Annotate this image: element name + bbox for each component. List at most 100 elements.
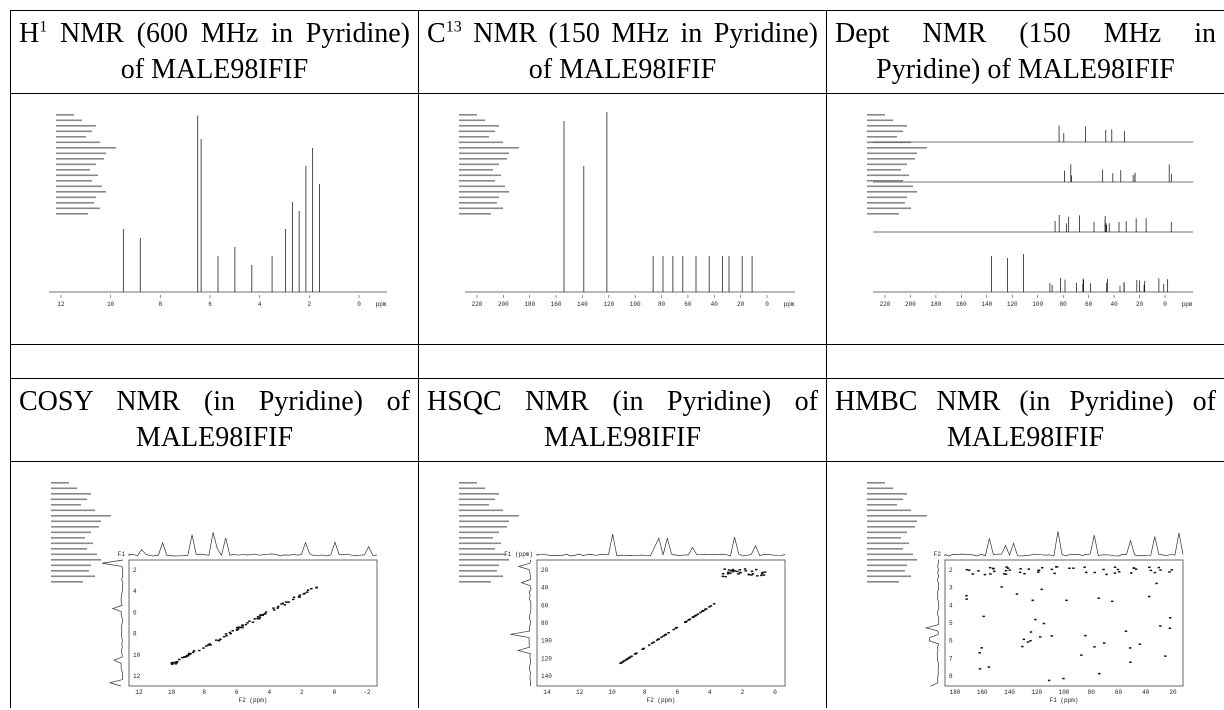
cross-peak [723,568,726,570]
cross-peak [1159,569,1162,571]
cross-peak [727,571,730,574]
header-text-line [459,520,509,523]
x-tick-label: 140 [1004,689,1015,696]
cross-peak [978,668,982,670]
cross-peak [1038,636,1042,638]
x-tick-label: 80 [658,301,666,308]
x-tick-label: 4 [267,689,271,696]
header-cell: COSY NMR (in Pyridine) of MALE98IFIF [10,378,419,462]
cross-peak [1093,646,1096,648]
x-tick-label: -2 [363,689,371,696]
header-text-line [867,515,927,517]
cross-peak [1155,582,1158,585]
cross-peak [1124,630,1128,632]
cross-peak [1098,672,1101,675]
cross-peak [672,628,675,631]
x-tick-label: 2 [300,689,304,696]
x-tick-label: 6 [208,301,212,308]
x-tick-label: 0 [773,689,777,696]
header-text-line [459,191,509,193]
image-cell: 220 200 180 160 140 120 100 80 60 40 20 0 ppm [418,93,827,345]
projection-top [128,532,378,557]
cross-peak [1005,566,1008,568]
cross-peak [184,655,188,658]
cross-peak [1168,571,1171,573]
cross-peak [235,626,239,629]
cross-peak [174,663,178,665]
cross-peak [1072,567,1075,569]
header-text-line [56,158,104,160]
spectrum: 12 10 8 6 4 2 0 -2 F2 (ppm) 2 4 6 8 10 12 F1 [51,482,378,704]
x-tick-label: 80 [1060,301,1068,308]
x-unit: ppm [376,301,387,308]
x-tick-label: 100 [1032,301,1043,308]
cross-peak [660,636,663,639]
cross-peak [238,626,241,628]
cross-peak [272,607,275,609]
x-tick-label: 180 [950,689,961,696]
x-unit: F1 (ppm) [1050,697,1079,704]
cross-peak [1128,647,1132,649]
y-tick-label: 4 [949,602,953,609]
x-tick-label: 220 [880,301,891,308]
cross-peak [647,644,651,646]
cross-peak [1029,639,1032,642]
header-text-line [56,119,82,122]
cross-peak [1170,569,1174,571]
y-unit: F2 [934,551,942,558]
cross-peak [280,603,283,605]
cross-peak [977,570,980,572]
cross-peak [1055,566,1059,568]
cross-peak [623,660,626,662]
header-text-line [459,526,507,528]
x-tick-label: 160 [956,301,967,308]
y-tick-label: 140 [541,673,552,680]
cross-peak [175,661,178,664]
header-text-line [867,493,907,495]
plot-frame [536,559,786,687]
cross-peak [738,568,742,571]
header-text-line [459,498,495,501]
header-text-line [459,136,489,138]
cross-peak [251,621,255,623]
cross-peak [1153,571,1157,574]
y-tick-label: 6 [133,609,137,616]
cross-peak [187,652,191,655]
empty-cell [826,344,1224,379]
x-tick-label: 80 [1088,689,1096,696]
header-text-line [56,196,96,199]
cross-peak [662,635,665,637]
cross-peak [1031,599,1035,602]
cross-peak [694,615,697,617]
header-text-line [51,498,87,501]
x-tick-label: 160 [977,689,988,696]
cross-peak [248,620,251,622]
cross-peak [1004,573,1008,575]
header-text-line [459,553,505,556]
cross-peak [733,570,736,572]
cross-peak [208,643,211,645]
header-text-line [867,213,899,215]
x-tick-label: 120 [603,301,614,308]
x-tick-label: 8 [643,689,647,696]
header-text-line [56,213,88,215]
header-text-line [867,130,903,133]
y-tick-label: 80 [541,620,549,627]
y-tick-label: 8 [133,631,137,638]
cross-peak [1102,568,1105,571]
cross-peak [224,633,228,635]
header-text-line [867,498,903,501]
header-text-line [867,581,899,583]
cross-peak [743,568,747,570]
title: HSQC NMR (in Pyridine) of MALE98IFIF [427,386,818,453]
header-text-line [56,152,106,155]
projection-top [536,534,786,557]
cross-peak [205,645,208,647]
header-text-line [459,515,519,517]
spectrum: 12 10 8 6 4 2 0 ppm [49,114,387,308]
x-tick-label: 60 [1085,301,1093,308]
cross-peak [1116,568,1120,571]
cross-peak [198,649,201,652]
plot-frame [944,559,1184,687]
cross-peak [302,593,305,595]
